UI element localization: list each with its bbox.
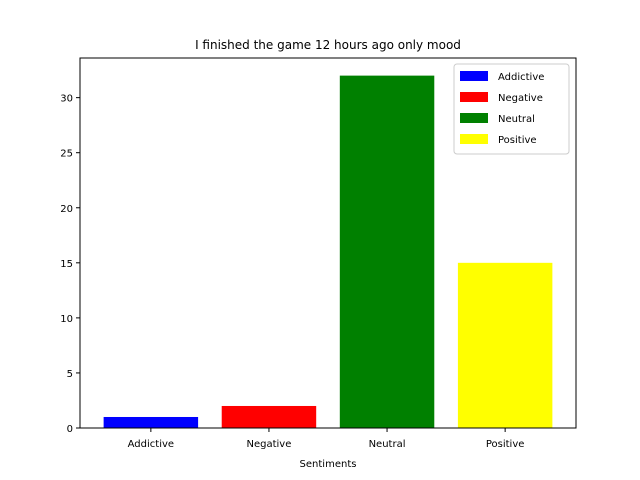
chart-title: I finished the game 12 hours ago only mo…: [195, 38, 461, 52]
legend-swatch: [460, 134, 488, 144]
legend-label: Positive: [498, 135, 537, 146]
legend-box: [453, 63, 570, 155]
bar-negative: [221, 405, 317, 428]
plot-frame: [79, 57, 577, 429]
y-tick-label: 25: [60, 149, 73, 160]
y-tick-label: 15: [60, 259, 73, 270]
y-axis: 0 5 10 15 20 25 30: [60, 94, 80, 435]
legend-swatch: [460, 113, 488, 123]
y-tick-label: 20: [60, 204, 73, 215]
bar-positive: [457, 262, 553, 428]
x-tick-label: Negative: [247, 439, 292, 450]
legend-swatch: [460, 92, 488, 102]
y-tick-label: 30: [60, 94, 73, 105]
legend-label: Addictive: [498, 72, 544, 83]
bar-addictive: [103, 416, 199, 428]
y-tick-label: 0: [67, 424, 73, 435]
legend-label: Negative: [498, 93, 543, 104]
x-axis-label: Sentiments: [300, 459, 357, 470]
legend-label: Neutral: [498, 114, 535, 125]
x-tick-label: Addictive: [128, 439, 174, 450]
y-tick-label: 10: [60, 314, 73, 325]
x-axis: Addictive Negative Neutral Positive: [128, 428, 525, 450]
x-tick-label: Positive: [486, 439, 525, 450]
bars-group: [103, 75, 553, 428]
x-tick-label: Neutral: [369, 439, 406, 450]
legend: Addictive Negative Neutral Positive: [453, 63, 570, 155]
legend-swatch: [460, 71, 488, 81]
y-tick-label: 5: [67, 369, 73, 380]
bar-neutral: [339, 75, 435, 428]
